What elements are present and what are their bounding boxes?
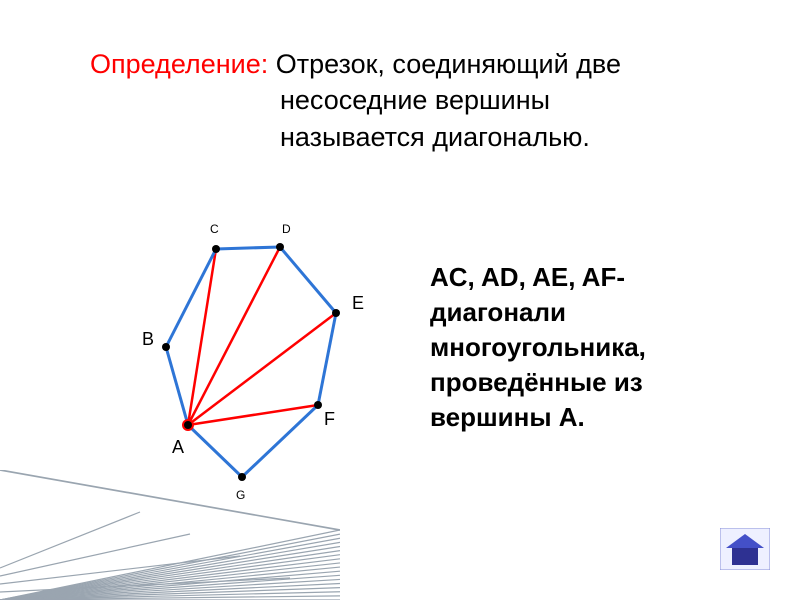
polygon-edge <box>216 247 280 249</box>
definition-line2: несоседние вершины <box>90 82 740 118</box>
house-icon <box>720 528 770 570</box>
vertex-dot <box>276 243 284 251</box>
side-l4: проведённые из <box>430 365 760 400</box>
polygon-edge <box>280 247 336 313</box>
home-nav-button[interactable] <box>720 528 770 570</box>
definition-title: Определение: Отрезок, соединяющий две не… <box>90 46 740 155</box>
vertex-label: E <box>352 293 364 313</box>
side-l3: многоугольника, <box>430 330 760 365</box>
vertex-dot <box>314 401 322 409</box>
vertex-dot <box>238 473 246 481</box>
side-l1: AC, AD, AE, AF- <box>430 260 760 295</box>
vertex-label: A <box>172 437 184 457</box>
definition-line1: Отрезок, соединяющий две <box>268 49 621 79</box>
definition-line3: называется диагональю. <box>90 119 740 155</box>
polygon-edge <box>188 425 242 477</box>
vertex-label: C <box>210 222 219 236</box>
polygon-svg: A B C D E F G <box>80 205 410 515</box>
vertex-label: F <box>324 409 335 429</box>
definition-prefix: Определение: <box>90 49 268 79</box>
polygon-edge <box>166 347 188 425</box>
side-l5: вершины А. <box>430 400 760 435</box>
vertex-dot <box>184 421 192 429</box>
vertex-dot <box>332 309 340 317</box>
vertex-label: B <box>142 329 154 349</box>
polygon-edge <box>318 313 336 405</box>
vertex-label: D <box>282 222 291 236</box>
vertex-label: G <box>236 488 245 502</box>
polygon-diagram: A B C D E F G <box>80 205 410 515</box>
side-l2: диагонали <box>430 295 760 330</box>
vertex-dot <box>162 343 170 351</box>
diagonals-description: AC, AD, AE, AF- диагонали многоугольника… <box>430 260 760 435</box>
vertex-dot <box>212 245 220 253</box>
